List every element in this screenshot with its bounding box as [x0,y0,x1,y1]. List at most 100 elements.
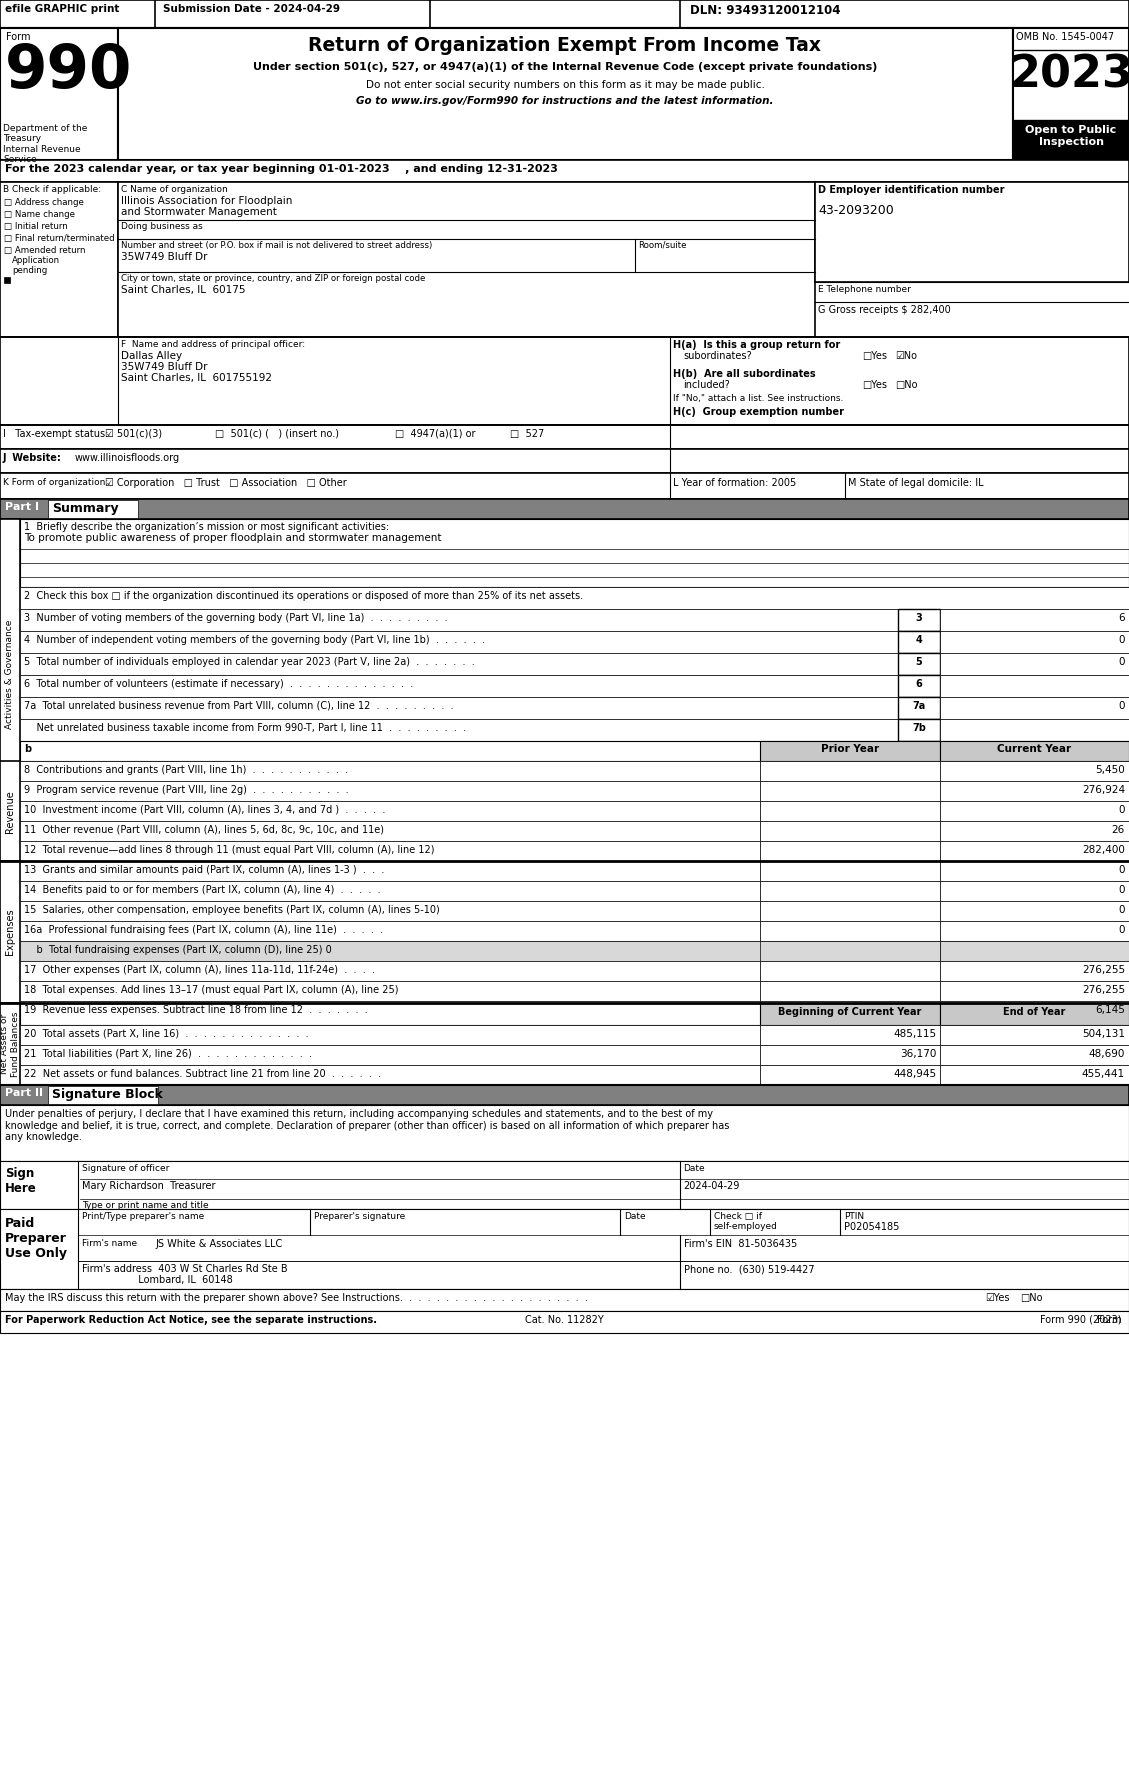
Text: C Name of organization: C Name of organization [121,185,228,194]
Bar [898,609,940,630]
Bar [940,941,1129,961]
Bar [940,862,1129,881]
Bar [1013,120,1129,161]
Text: Part I: Part I [5,502,40,512]
Bar [760,1003,940,1024]
Bar [0,1106,1129,1160]
Text: B Check if applicable:: B Check if applicable: [3,185,102,194]
Text: Signature Block: Signature Block [52,1088,163,1100]
Bar [20,1065,760,1084]
Text: 43-2093200: 43-2093200 [819,205,894,217]
Bar [20,821,760,841]
Text: Application: Application [12,256,60,265]
Text: Room/suite: Room/suite [638,240,686,251]
Text: Net unrelated business taxable income from Form 990-T, Part I, line 11  .  .  . : Net unrelated business taxable income fr… [24,722,466,733]
Bar [940,761,1129,781]
Bar [940,901,1129,922]
Bar [940,802,1129,821]
Text: For the 2023 calendar year, or tax year beginning 01-01-2023    , and ending 12-: For the 2023 calendar year, or tax year … [5,164,558,175]
Text: Form: Form [6,32,30,42]
Text: D Employer identification number: D Employer identification number [819,185,1005,194]
Bar [940,653,1129,675]
Bar [760,961,940,980]
Text: 26: 26 [1112,825,1124,835]
Text: Date: Date [683,1164,704,1173]
Text: subordinates?: subordinates? [683,351,752,360]
Bar [940,609,1129,630]
Text: 7a  Total unrelated business revenue from Part VIII, column (C), line 12  .  .  : 7a Total unrelated business revenue from… [24,701,454,712]
Text: 18  Total expenses. Add lines 13–17 (must equal Part IX, column (A), line 25): 18 Total expenses. Add lines 13–17 (must… [24,985,399,994]
Text: PTIN: PTIN [844,1211,864,1220]
Text: 35W749 Bluff Dr: 35W749 Bluff Dr [121,253,208,261]
Bar [898,719,940,742]
Bar [940,1065,1129,1084]
Text: Firm's address  403 W St Charles Rd Ste B: Firm's address 403 W St Charles Rd Ste B [82,1264,288,1273]
Bar [760,1065,940,1084]
Text: 3  Number of voting members of the governing body (Part VI, line 1a)  .  .  .  .: 3 Number of voting members of the govern… [24,613,447,623]
Text: Cat. No. 11282Y: Cat. No. 11282Y [525,1316,604,1324]
Text: H(b)  Are all subordinates: H(b) Are all subordinates [673,369,815,380]
Bar [898,675,940,698]
Text: 2024-04-29: 2024-04-29 [683,1181,739,1190]
Text: L Year of formation: 2005: L Year of formation: 2005 [673,479,796,487]
Bar [20,742,1129,761]
Text: Paid
Preparer
Use Only: Paid Preparer Use Only [5,1217,67,1259]
Text: 455,441: 455,441 [1082,1068,1124,1079]
Text: □No: □No [1019,1293,1042,1303]
Text: Saint Charles, IL  60175: Saint Charles, IL 60175 [121,284,245,295]
Text: □No: □No [895,380,918,390]
Text: K Form of organization:: K Form of organization: [3,479,108,487]
Bar [0,761,20,865]
Text: P02054185: P02054185 [844,1222,900,1233]
Bar [940,742,1129,761]
Text: 6  Total number of volunteers (estimate if necessary)  .  .  .  .  .  .  .  .  .: 6 Total number of volunteers (estimate i… [24,678,413,689]
Text: □ Final return/terminated: □ Final return/terminated [5,235,115,244]
Text: Firm's EIN  81-5036435: Firm's EIN 81-5036435 [684,1240,797,1249]
Text: 22  Net assets or fund balances. Subtract line 21 from line 20  .  .  .  .  .  .: 22 Net assets or fund balances. Subtract… [24,1068,382,1079]
Text: 2  Check this box □ if the organization discontinued its operations or disposed : 2 Check this box □ if the organization d… [24,592,583,600]
Text: 7b: 7b [912,722,926,733]
Text: G Gross receipts $ 282,400: G Gross receipts $ 282,400 [819,306,951,314]
Text: b  Total fundraising expenses (Part IX, column (D), line 25) 0: b Total fundraising expenses (Part IX, c… [24,945,332,955]
Text: OMB No. 1545-0047: OMB No. 1545-0047 [1016,32,1114,42]
Text: For Paperwork Reduction Act Notice, see the separate instructions.: For Paperwork Reduction Act Notice, see … [5,1316,377,1324]
Text: 276,924: 276,924 [1082,786,1124,795]
Bar [815,182,1129,283]
Bar [898,630,940,653]
Text: 990: 990 [5,42,132,101]
Text: 0: 0 [1119,636,1124,645]
Text: 8  Contributions and grants (Part VIII, line 1h)  .  .  .  .  .  .  .  .  .  .  : 8 Contributions and grants (Part VIII, l… [24,765,348,775]
Text: www.illinoisfloods.org: www.illinoisfloods.org [75,454,181,463]
Text: Department of the
Treasury
Internal Revenue
Service: Department of the Treasury Internal Reve… [3,124,87,164]
Bar [0,449,1129,473]
Text: ☑No: ☑No [895,351,917,360]
Text: 282,400: 282,400 [1082,844,1124,855]
Bar [49,1086,158,1104]
Bar [20,675,898,698]
Text: Return of Organization Exempt From Income Tax: Return of Organization Exempt From Incom… [308,35,822,55]
Text: 6: 6 [1119,613,1124,623]
Text: Beginning of Current Year: Beginning of Current Year [778,1007,921,1017]
Text: 13  Grants and similar amounts paid (Part IX, column (A), lines 1-3 )  .  .  .: 13 Grants and similar amounts paid (Part… [24,865,384,874]
Text: 0: 0 [1119,657,1124,668]
Text: Print/Type preparer's name: Print/Type preparer's name [82,1211,204,1220]
Bar [20,881,760,901]
Bar [20,1001,760,1021]
Bar [20,1045,760,1065]
Bar [20,519,1129,586]
Text: JS White & Associates LLC: JS White & Associates LLC [155,1240,282,1249]
Text: ☑ Corporation   □ Trust   □ Association   □ Other: ☑ Corporation □ Trust □ Association □ Ot… [105,479,347,487]
Text: M State of legal domicile: IL: M State of legal domicile: IL [848,479,983,487]
Text: □ Address change: □ Address change [5,198,84,207]
Bar [940,961,1129,980]
Text: Under penalties of perjury, I declare that I have examined this return, includin: Under penalties of perjury, I declare th… [5,1109,729,1143]
Text: 17  Other expenses (Part IX, column (A), lines 11a-11d, 11f-24e)  .  .  .  .: 17 Other expenses (Part IX, column (A), … [24,964,375,975]
Text: 19  Revenue less expenses. Subtract line 18 from line 12  .  .  .  .  .  .  .: 19 Revenue less expenses. Subtract line … [24,1005,368,1015]
Bar [760,761,940,781]
Bar [940,1001,1129,1021]
Text: Preparer's signature: Preparer's signature [314,1211,405,1220]
Text: 485,115: 485,115 [894,1030,937,1038]
Text: Part II: Part II [5,1088,43,1098]
Bar [20,901,760,922]
Text: 0: 0 [1119,701,1124,712]
